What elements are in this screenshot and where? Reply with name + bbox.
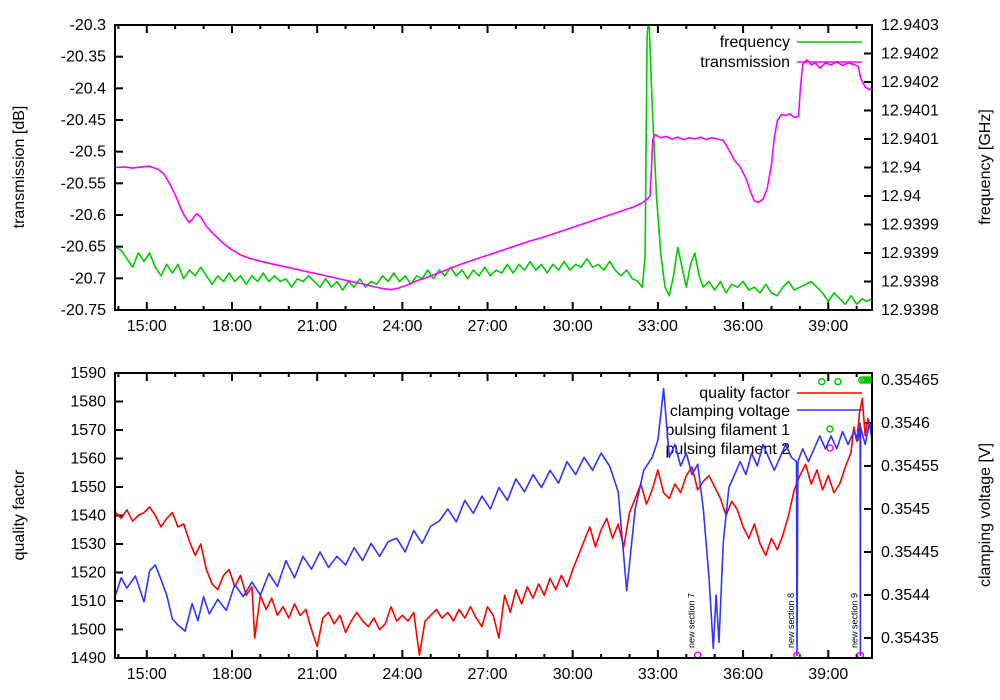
x-tick-label: 21:00	[297, 666, 337, 683]
y2-tick-label: 0.3545	[881, 501, 930, 518]
series-frequency-line	[115, 25, 872, 306]
annotation-new-section-9: new section 9	[849, 593, 859, 648]
x-tick-label: 27:00	[468, 318, 508, 335]
bottom-chart-legend: quality factor clamping voltage pulsing …	[665, 385, 862, 458]
y-tick-label: -20.45	[61, 112, 106, 129]
series-pulsing-filament-1-marker	[834, 377, 842, 386]
y-tick-label: -20.4	[70, 80, 107, 97]
legend-sample-pulsing-filament-2-marker	[826, 444, 834, 452]
tick-marks	[115, 24, 872, 311]
y2-tick-label: 0.3546	[881, 415, 930, 432]
x-tick-label: 30:00	[553, 666, 593, 683]
top-chart-legend: frequency transmission	[700, 34, 862, 71]
series-layer	[115, 376, 872, 658]
series-pulsing-filament-2-marker	[693, 651, 702, 658]
x-tick-label: 21:00	[297, 318, 337, 335]
y2-tick-label: 0.35445	[881, 544, 939, 561]
y-tick-label: -20.75	[61, 302, 106, 319]
x-tick-label: 39:00	[808, 318, 848, 335]
y2-tick-label: 0.35465	[881, 372, 939, 389]
series-clamping-voltage-line	[115, 387, 872, 657]
y2-tick-label: 12.9398	[881, 274, 939, 291]
legend-label-frequency: frequency	[720, 34, 790, 51]
series-transmission-line	[115, 58, 872, 291]
series-pulsing-filament-2-marker	[793, 651, 801, 658]
chart-1: 15:00 18:00 21:00 24:00 27:00 30:00 33:00 36:00…	[70, 365, 939, 683]
x-tick-label: 18:00	[212, 666, 252, 683]
legend-label-pulsing-filament-2: pulsing filament 2	[665, 441, 790, 458]
legend-label-clamping-voltage: clamping voltage	[670, 403, 790, 420]
x-tick-label: 15:00	[127, 666, 167, 683]
series-layer	[115, 25, 872, 306]
y-tick-label: 1500	[70, 622, 106, 639]
x-tick-label: 36:00	[723, 666, 763, 683]
y-tick-label: 1540	[70, 508, 106, 525]
y-tick-label: 1490	[70, 650, 106, 667]
series-pulsing-filament-1-marker	[865, 376, 872, 384]
x-tick-label: 18:00	[212, 318, 252, 335]
y-tick-label: 1520	[70, 565, 106, 582]
y-tick-label: 1560	[70, 451, 106, 468]
y-tick-label: -20.7	[70, 270, 107, 287]
x-tick-label: 39:00	[808, 666, 848, 683]
y-tick-label: 1570	[70, 422, 106, 439]
tick-marks	[115, 372, 872, 659]
bottom-left-axis-title: quality factor	[11, 469, 28, 560]
plot-border	[114, 372, 873, 659]
y-tick-label: -20.5	[70, 144, 107, 161]
x-tick-label: 33:00	[638, 318, 678, 335]
legend-label-quality-factor: quality factor	[699, 385, 790, 402]
x-tick-label: 30:00	[553, 318, 593, 335]
annotation-new-section-7: new section 7	[687, 593, 697, 648]
y2-tick-label: 12.9402	[881, 74, 939, 91]
y2-tick-label: 12.94	[881, 160, 921, 177]
y2-tick-label: 0.3544	[881, 587, 930, 604]
legend-label-transmission: transmission	[700, 54, 790, 71]
top-left-axis-title: transmission [dB]	[11, 106, 28, 229]
y-tick-label: -20.6	[70, 207, 107, 224]
y2-tick-label: 12.94	[881, 188, 921, 205]
x-tick-label: 24:00	[382, 666, 422, 683]
y-tick-label: 1590	[70, 365, 106, 382]
x-tick-label: 27:00	[468, 666, 508, 683]
y2-tick-label: 12.9403	[881, 17, 939, 34]
y-tick-label: -20.35	[61, 49, 106, 66]
y-tick-label: 1550	[70, 479, 106, 496]
y-tick-label: -20.55	[61, 175, 106, 192]
x-tick-label: 36:00	[723, 318, 763, 335]
y2-tick-label: 12.9401	[881, 103, 939, 120]
y2-tick-label: 12.9399	[881, 217, 939, 234]
y-tick-label: 1580	[70, 394, 106, 411]
y2-tick-label: 0.35455	[881, 458, 939, 475]
y2-tick-label: 12.9401	[881, 131, 939, 148]
y2-tick-label: 12.9398	[881, 302, 939, 319]
charts-dynamic-layer: 15:00 18:00 21:00 24:00 27:00 30:00 33:00 36:00…	[61, 17, 939, 683]
y-tick-label: -20.3	[70, 17, 107, 34]
legend-sample-pulsing-filament-1-marker	[826, 425, 834, 433]
series-pulsing-filament-1-marker	[817, 377, 826, 386]
top-right-axis-title: frequency [GHz]	[977, 109, 994, 225]
y-tick-label: 1510	[70, 593, 106, 610]
bottom-right-axis-title: clamping voltage [V]	[977, 443, 994, 587]
y2-tick-label: 12.9399	[881, 245, 939, 262]
y2-tick-label: 12.9402	[881, 46, 939, 63]
y-tick-label: 1530	[70, 536, 106, 553]
y2-tick-label: 0.35435	[881, 630, 939, 647]
chart-0: 15:00 18:00 21:00 24:00 27:00 30:00 33:00 36:00…	[61, 17, 939, 335]
x-tick-label: 33:00	[638, 666, 678, 683]
series-pulsing-filament-2-marker	[856, 651, 865, 658]
x-tick-label: 15:00	[127, 318, 167, 335]
series-quality-factor-line	[115, 397, 872, 656]
plot-border	[114, 24, 873, 311]
annotation-new-section-8: new section 8	[786, 593, 796, 648]
x-tick-label: 24:00	[382, 318, 422, 335]
y-tick-label: -20.65	[61, 239, 106, 256]
legend-label-pulsing-filament-1: pulsing filament 1	[665, 422, 790, 439]
